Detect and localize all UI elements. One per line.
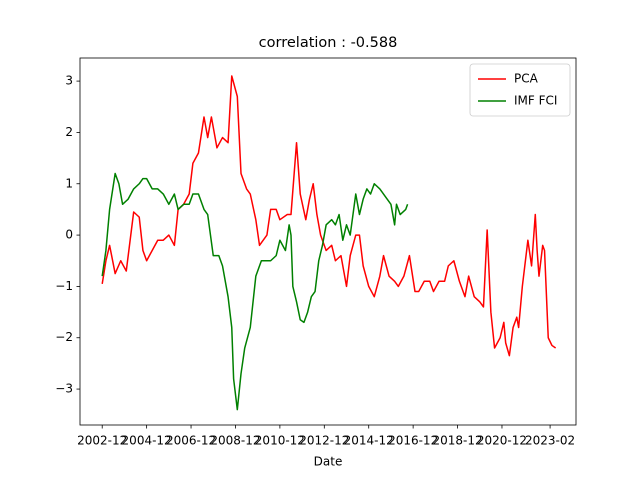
y-tick-label: −2 xyxy=(55,330,73,344)
legend-box xyxy=(469,63,571,117)
legend-label: IMF FCI xyxy=(514,94,557,108)
x-tick-label: 2016-12 xyxy=(388,434,438,448)
x-tick-label: 2002-12 xyxy=(77,434,127,448)
y-tick-label: 3 xyxy=(65,74,73,88)
y-tick-label: −3 xyxy=(55,382,73,396)
x-tick-label: 2014-12 xyxy=(344,434,394,448)
x-tick-label: 2020-12 xyxy=(477,434,527,448)
x-tick-label: 2004-12 xyxy=(122,434,172,448)
chart-title: correlation : -0.588 xyxy=(259,35,398,51)
x-tick-label: 2023-02 xyxy=(525,434,575,448)
y-tick-label: −1 xyxy=(55,279,73,293)
x-tick-label: 2008-12 xyxy=(210,434,260,448)
legend-label: PCA xyxy=(514,72,539,86)
y-tick-label: 0 xyxy=(65,228,73,242)
x-tick-label: 2006-12 xyxy=(166,434,216,448)
x-tick-label: 2018-12 xyxy=(432,434,482,448)
y-tick-label: 1 xyxy=(65,176,73,190)
x-tick-label: 2010-12 xyxy=(255,434,305,448)
x-axis-label: Date xyxy=(314,455,343,469)
line-series xyxy=(101,75,557,357)
y-tick-label: 2 xyxy=(65,125,73,139)
plot-frame xyxy=(79,57,577,426)
x-tick-label: 2012-12 xyxy=(299,434,349,448)
line-series xyxy=(101,172,409,411)
